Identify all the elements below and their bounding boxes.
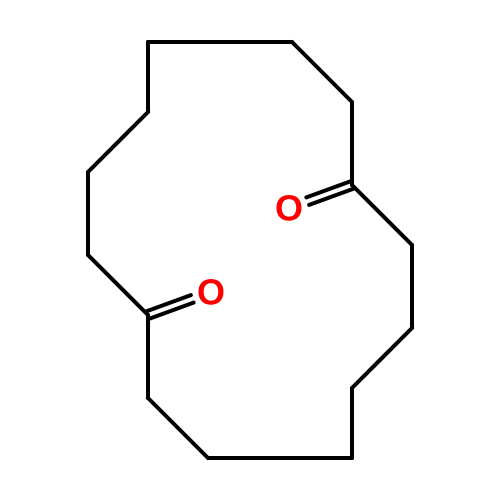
bond-line [309, 189, 353, 205]
bond-line [352, 185, 412, 245]
atom-label-oxygen: O [275, 188, 303, 229]
bond-line [306, 181, 350, 197]
chemical-structure-diagram: OO [0, 0, 500, 500]
bond-line [292, 42, 352, 102]
bond-line [147, 295, 191, 311]
atom-label-oxygen: O [197, 272, 225, 313]
bond-line [88, 112, 148, 172]
bond-line [88, 255, 148, 315]
bond-line [148, 398, 208, 458]
bond-line [352, 328, 412, 388]
bond-line [149, 303, 193, 319]
